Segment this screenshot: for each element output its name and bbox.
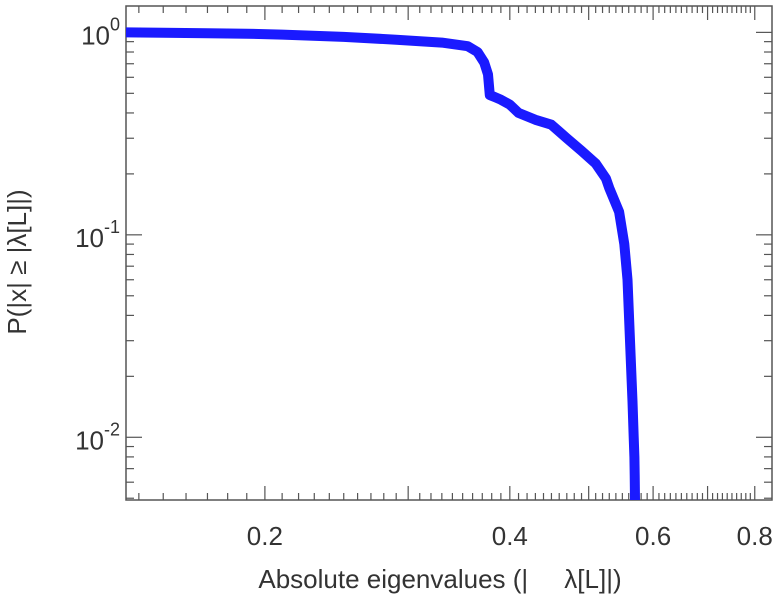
y-tick-label: 10-2 [75,419,120,455]
series-layer [125,27,640,501]
x-tick-label: 0.4 [492,521,528,551]
y-ticks: 100 10-1 10-2 [75,14,772,499]
y-tick-label: 10-1 [75,217,120,253]
x-tick-label: 0.8 [737,521,773,551]
x-ticks: 0.2 0.4 0.6 0.8 [138,6,773,551]
plot-frame [125,5,773,501]
x-axis-label: Absolute eigenvalues (| λ[L]|) [258,564,621,594]
series-line [125,27,640,501]
x-tick-label: 0.2 [247,521,283,551]
x-tick-label: 0.6 [635,521,671,551]
y-tick-label: 100 [81,14,120,50]
y-axis-label: P(|x| ≥ |λ[L]|) [2,189,32,334]
